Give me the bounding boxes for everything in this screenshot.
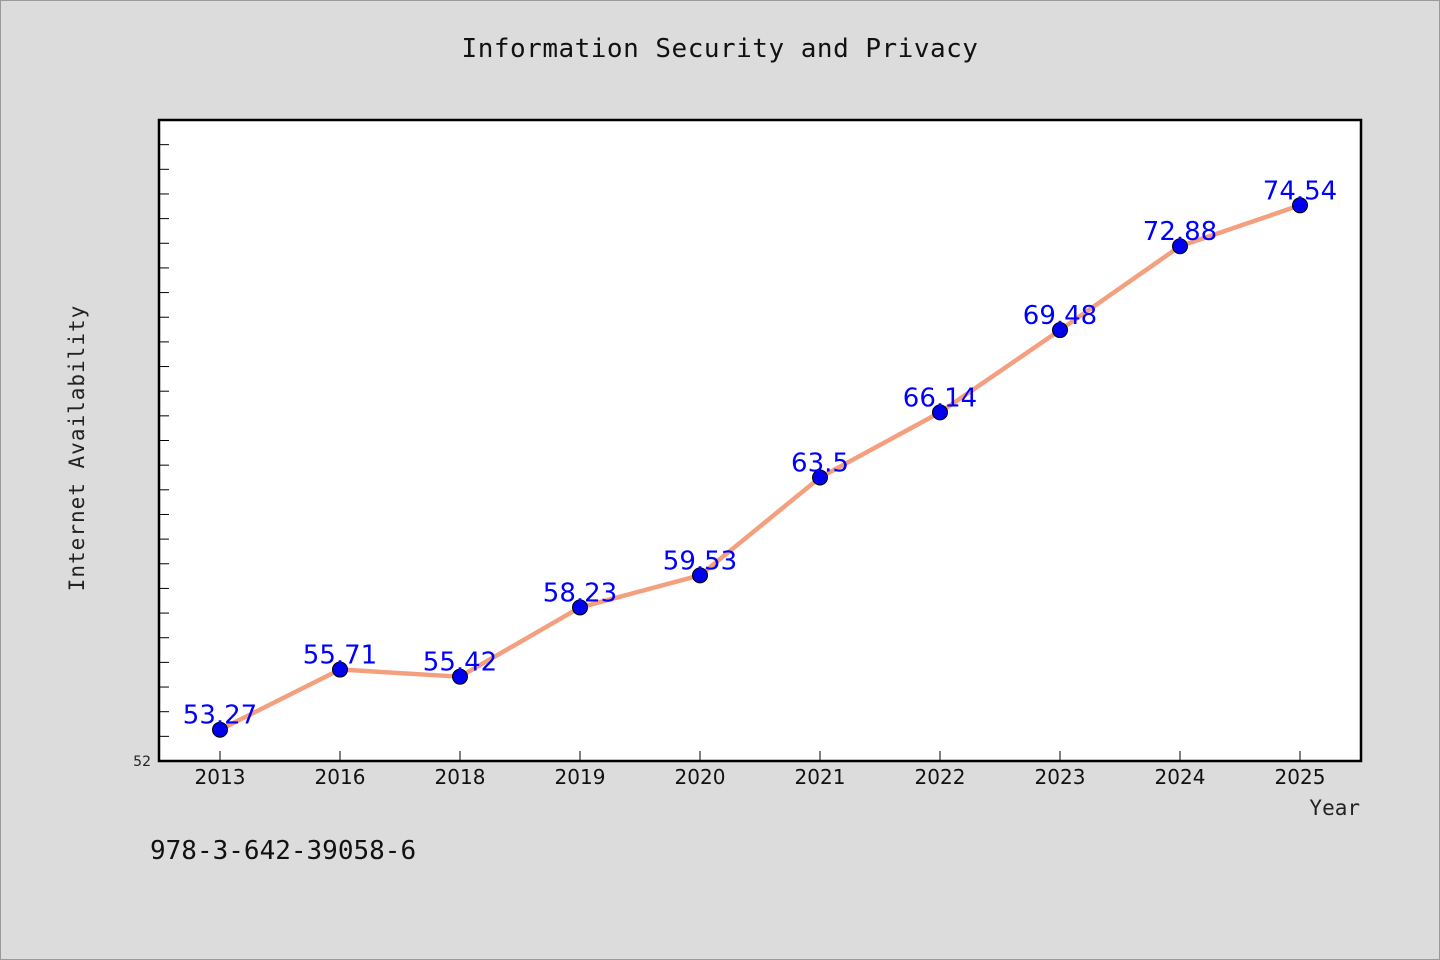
y-tick-label: 52 <box>133 754 151 770</box>
x-axis-label: Year <box>1309 796 1360 820</box>
data-point <box>692 567 708 584</box>
data-point <box>1172 238 1188 255</box>
y-axis-ticks: 52 <box>133 144 169 770</box>
data-point <box>212 721 228 738</box>
x-tick-label: 2019 <box>555 765 606 789</box>
data-label: 63.5 <box>791 448 849 478</box>
data-point <box>1292 197 1308 214</box>
data-point <box>452 668 468 685</box>
x-tick-label: 2023 <box>1035 765 1086 789</box>
chart-title: Information Security and Privacy <box>461 34 979 64</box>
data-label: 58.23 <box>543 578 617 608</box>
x-tick-label: 2025 <box>1275 765 1326 789</box>
data-point <box>332 661 348 678</box>
data-label: 69.48 <box>1023 301 1097 331</box>
x-tick-label: 2021 <box>795 765 846 789</box>
data-labels: 53.27 55.71 55.42 58.23 59.53 63.5 66.14 69.48 7… <box>183 176 1337 730</box>
data-point <box>812 469 828 486</box>
isbn-text: 978-3-642-39058-6 <box>150 836 417 866</box>
data-points <box>212 197 1308 738</box>
data-label: 55.42 <box>423 648 497 678</box>
data-label: 74.54 <box>1263 176 1337 206</box>
data-point <box>572 599 588 616</box>
series-line <box>217 203 1303 732</box>
x-tick-label: 2020 <box>675 765 726 789</box>
data-point <box>1052 322 1068 339</box>
x-tick-label: 2024 <box>1155 765 1206 789</box>
data-label: 66.14 <box>903 383 977 413</box>
data-label: 55.71 <box>303 641 377 671</box>
x-tick-label: 2016 <box>315 765 366 789</box>
data-point <box>932 404 948 421</box>
data-label: 72.88 <box>1143 217 1217 247</box>
x-axis-ticks: 2013 2016 2018 2019 2020 2021 2022 2023 2024 2025 <box>195 751 1326 789</box>
plot-area <box>157 118 1363 763</box>
data-label: 59.53 <box>663 546 737 576</box>
x-tick-label: 2022 <box>915 765 966 789</box>
data-label: 53.27 <box>183 701 257 731</box>
x-tick-label: 2018 <box>435 765 486 789</box>
x-tick-label: 2013 <box>195 765 246 789</box>
